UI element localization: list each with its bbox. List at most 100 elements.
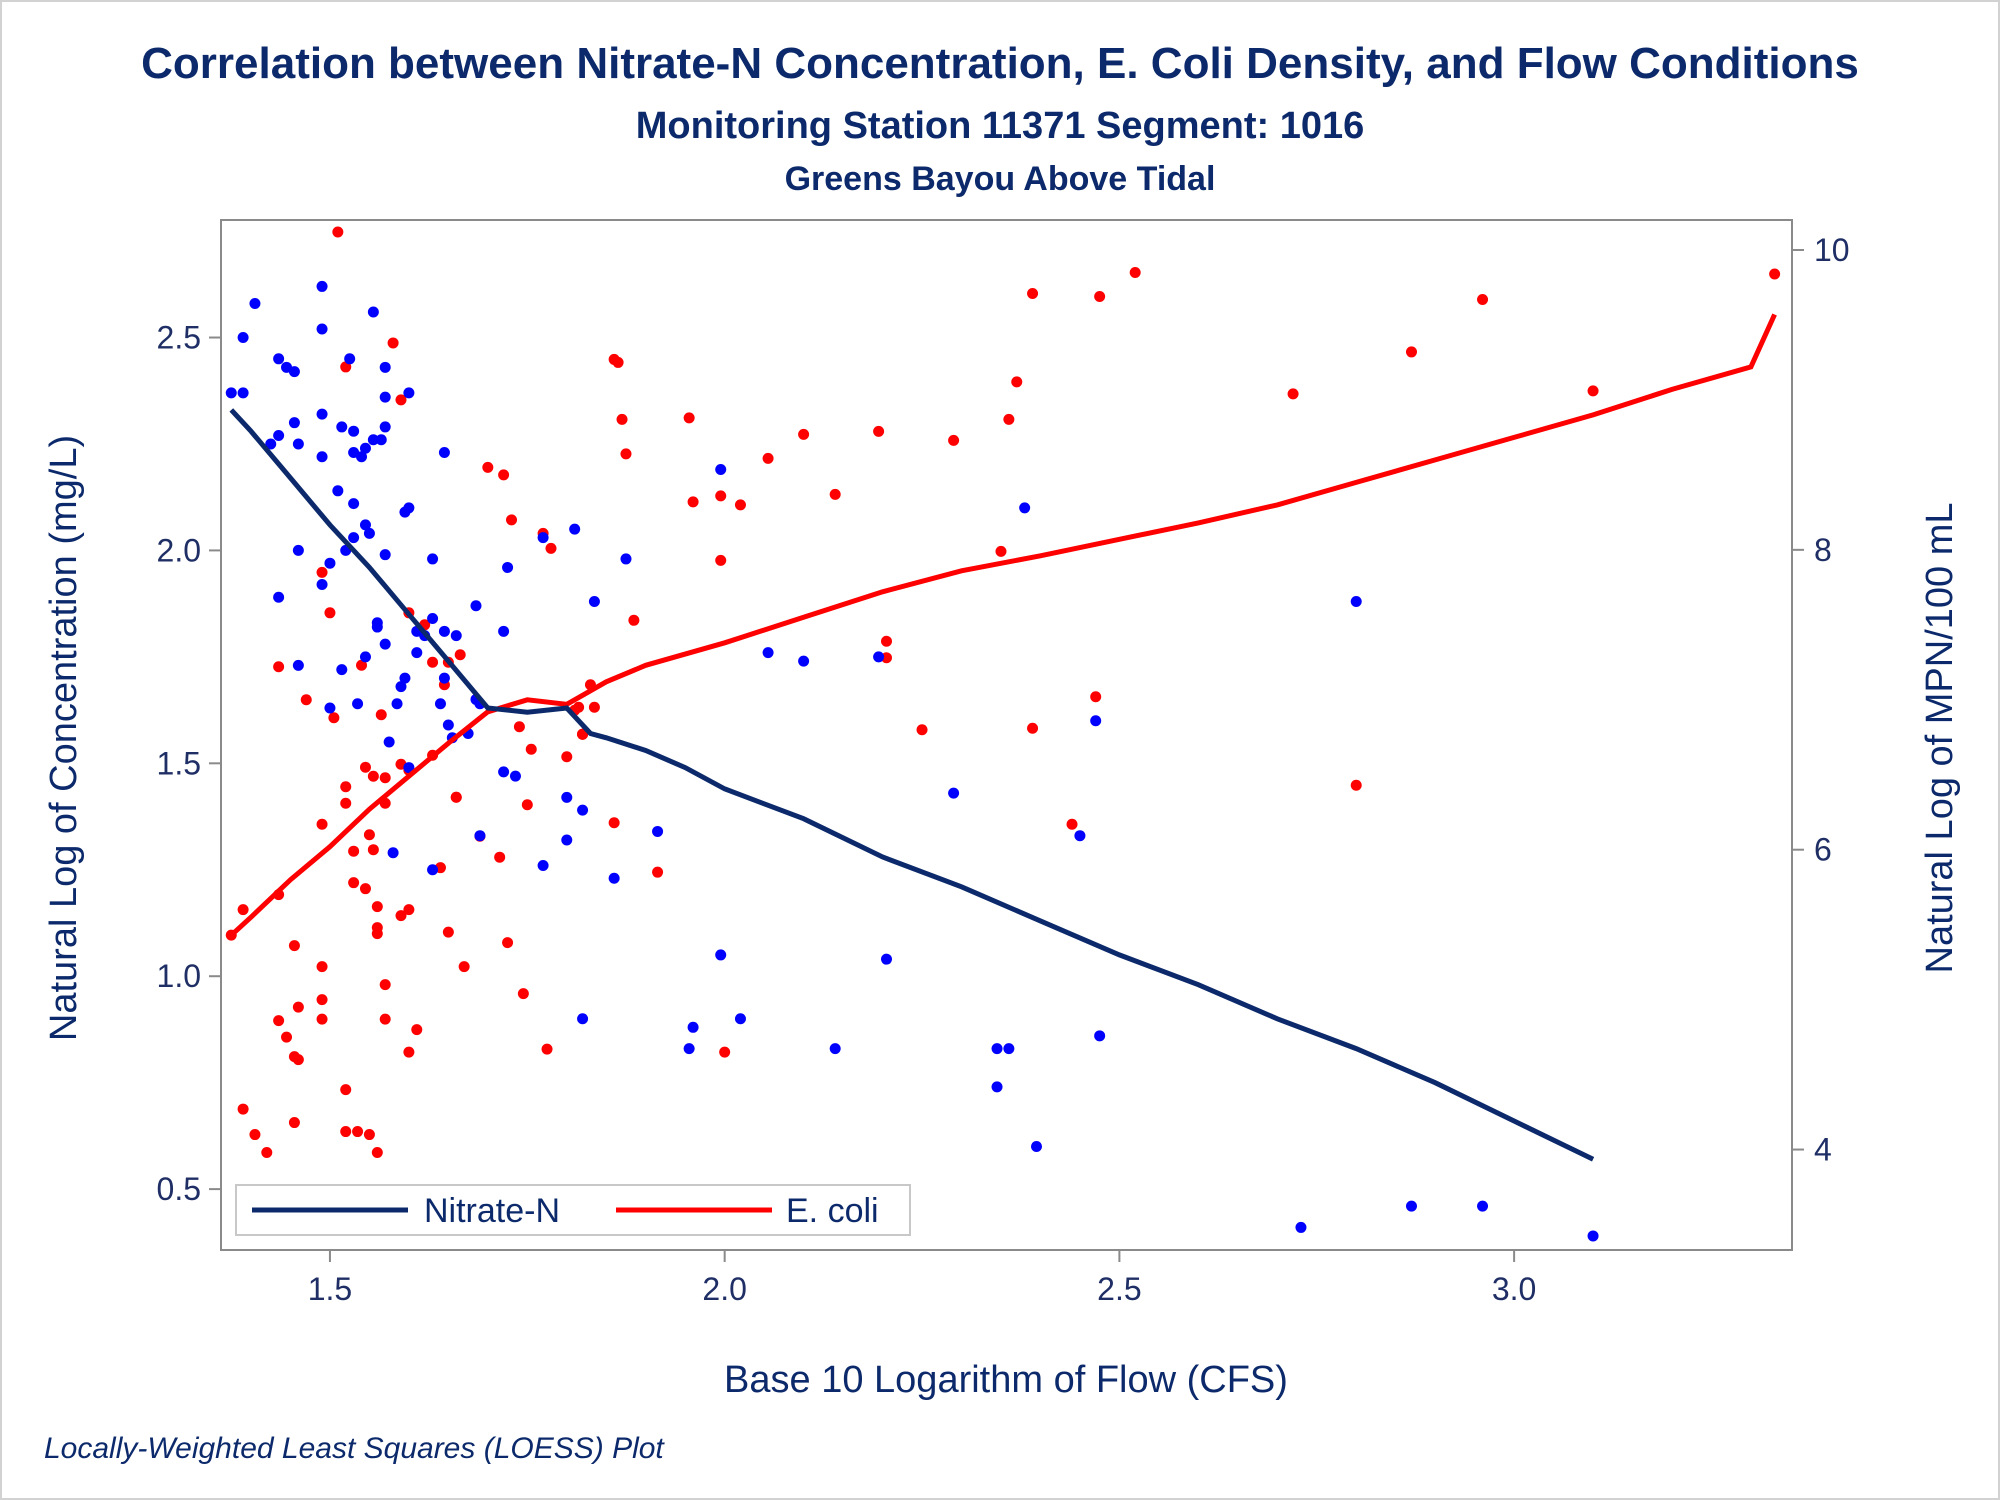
nitrate-point — [561, 834, 573, 846]
ecoli-point — [379, 1013, 391, 1025]
y-left-tick-label: 0.5 — [157, 1171, 201, 1207]
nitrate-point — [379, 421, 391, 433]
ecoli-point — [762, 452, 774, 464]
ecoli-point — [316, 961, 328, 973]
ecoli-point — [948, 434, 960, 446]
nitrate-point — [411, 647, 423, 659]
nitrate-point — [403, 387, 415, 399]
y-right-tick-label: 10 — [1814, 232, 1850, 268]
ecoli-point — [612, 356, 624, 368]
ecoli-point — [502, 937, 514, 949]
legend-nitrate-label: Nitrate-N — [424, 1192, 560, 1230]
ecoli-point — [1027, 287, 1039, 299]
ecoli-point — [608, 817, 620, 829]
chart-subtitle: Monitoring Station 11371 Segment: 1016 — [636, 105, 1365, 147]
ecoli-point — [348, 877, 360, 889]
ecoli-point — [719, 1046, 731, 1058]
ecoli-point — [916, 724, 928, 736]
nitrate-point — [316, 578, 328, 590]
nitrate-point — [498, 766, 510, 778]
ecoli-point — [715, 490, 727, 502]
nitrate-loess-line — [229, 408, 1595, 1162]
nitrate-point — [403, 502, 415, 514]
nitrate-point — [225, 387, 237, 399]
ecoli-point — [454, 649, 466, 661]
nitrate-point — [348, 498, 360, 510]
ecoli-point — [1027, 722, 1039, 734]
ecoli-point — [1587, 385, 1599, 397]
ecoli-point — [545, 542, 557, 554]
nitrate-point — [569, 523, 581, 535]
ecoli-point — [328, 712, 340, 724]
ecoli-point — [316, 1013, 328, 1025]
ecoli-point — [281, 1031, 293, 1043]
ecoli-point — [340, 1084, 352, 1096]
ecoli-point — [734, 499, 746, 511]
nitrate-point — [344, 353, 356, 365]
ecoli-point — [371, 901, 383, 913]
nitrate-point — [427, 864, 439, 876]
nitrate-point — [359, 651, 371, 663]
y-left-tick-label: 2.5 — [157, 320, 201, 356]
nitrate-point — [332, 485, 344, 497]
ecoli-point — [482, 461, 494, 473]
y-right-axis-ticks: 4 6 8 10 — [1792, 232, 1850, 1168]
nitrate-point — [336, 421, 348, 433]
ecoli-point — [288, 1117, 300, 1129]
ecoli-point — [411, 1024, 423, 1036]
nitrate-point — [873, 651, 885, 663]
ecoli-point — [316, 994, 328, 1006]
legend-ecoli-label: E. coli — [786, 1192, 879, 1230]
ecoli-point — [573, 701, 585, 713]
nitrate-point — [379, 391, 391, 403]
x-tick-label: 3.0 — [1492, 1271, 1536, 1307]
ecoli-point — [561, 751, 573, 763]
nitrate-point — [652, 825, 664, 837]
nitrate-point — [561, 791, 573, 803]
ecoli-point — [525, 743, 537, 755]
ecoli-point — [427, 656, 439, 668]
nitrate-point — [352, 698, 364, 710]
nitrate-point — [336, 664, 348, 676]
ecoli-point — [340, 1126, 352, 1138]
ecoli-point — [316, 818, 328, 830]
nitrate-point — [387, 847, 399, 859]
footnote: Locally-Weighted Least Squares (LOESS) P… — [44, 1432, 665, 1465]
nitrate-point — [367, 434, 379, 446]
nitrate-point — [474, 830, 486, 842]
ecoli-point — [359, 761, 371, 773]
ecoli-point — [1003, 413, 1015, 425]
nitrate-point — [577, 804, 589, 816]
y-right-tick-label: 8 — [1814, 532, 1832, 568]
nitrate-point — [537, 532, 549, 544]
chart-title: Correlation between Nitrate-N Concentrat… — [141, 39, 1859, 88]
ecoli-point — [375, 709, 387, 721]
ecoli-points — [225, 226, 1781, 1159]
nitrate-point — [1090, 715, 1102, 727]
ecoli-point — [616, 413, 628, 425]
nitrate-point — [371, 621, 383, 633]
nitrate-point — [498, 625, 510, 637]
nitrate-point — [288, 417, 300, 429]
nitrate-point — [395, 681, 407, 693]
nitrate-point — [991, 1081, 1003, 1093]
x-tick-label: 2.5 — [1097, 1271, 1141, 1307]
nitrate-point — [1350, 596, 1362, 608]
nitrate-point — [1295, 1221, 1307, 1233]
ecoli-point — [458, 961, 470, 973]
nitrate-point — [316, 408, 328, 420]
nitrate-point — [249, 297, 261, 309]
ecoli-point — [261, 1147, 273, 1159]
nitrate-point — [379, 361, 391, 373]
ecoli-point — [237, 904, 249, 916]
ecoli-point — [403, 1046, 415, 1058]
nitrate-point — [502, 561, 514, 573]
nitrate-point — [288, 366, 300, 378]
nitrate-point — [363, 527, 375, 539]
nitrate-point — [537, 860, 549, 872]
ecoli-point — [687, 496, 699, 508]
ecoli-point — [715, 554, 727, 566]
ecoli-point — [379, 772, 391, 784]
ecoli-point — [363, 829, 375, 841]
